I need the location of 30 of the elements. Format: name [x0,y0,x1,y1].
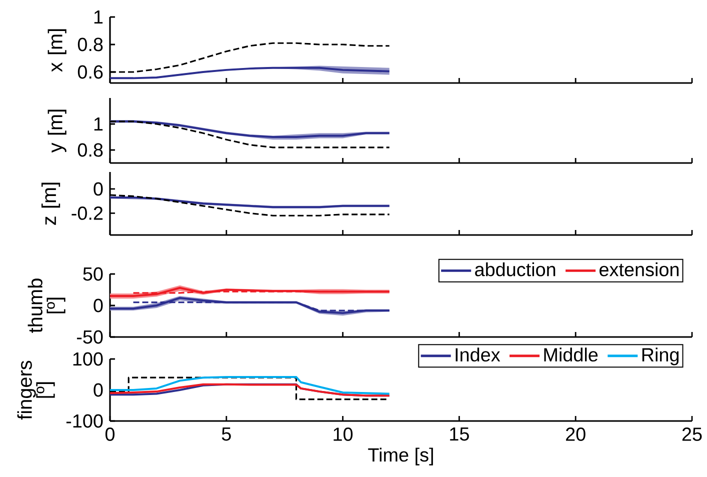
legend-label: Index [456,348,500,362]
x-tick-label: 25 [682,428,702,441]
y-tick-label: 100 [73,352,103,366]
x-axis-title: Time [s] [368,448,433,466]
y-tick-label: 50 [83,267,103,281]
legend-label: Middle [544,348,598,362]
y-axis-title: y [m] [48,110,66,153]
y-axis-title: thumb [º] [28,278,66,333]
x-tick-label: 0 [105,428,115,441]
x-tick-label: 20 [566,428,586,441]
y-tick-label: 0 [94,182,103,196]
y-axis-title: fingers [º] [17,360,55,420]
x-tick-label: 5 [222,428,231,441]
y-axis-title: z [m] [41,182,60,225]
y-tick-label: 0.6 [78,65,103,79]
y-tick-label: -50 [76,330,103,344]
y-tick-label: 0 [94,383,103,397]
legend-label: extension [600,262,679,276]
y-tick-label: 1 [94,117,103,131]
y-tick-label: 0.8 [78,38,103,52]
legend-label: abduction [475,262,556,276]
y-tick-label: -0.2 [72,206,103,220]
y-axis-title: x [m] [48,29,66,72]
y-tick-label: 0 [94,298,103,312]
y-tick-label: 0.8 [78,143,103,157]
y-tick-label: -100 [66,414,103,428]
x-tick-label: 10 [334,428,353,441]
legend-label: Ring [642,348,679,366]
y-tick-label: 1 [94,10,103,24]
x-tick-label: 15 [450,428,469,441]
